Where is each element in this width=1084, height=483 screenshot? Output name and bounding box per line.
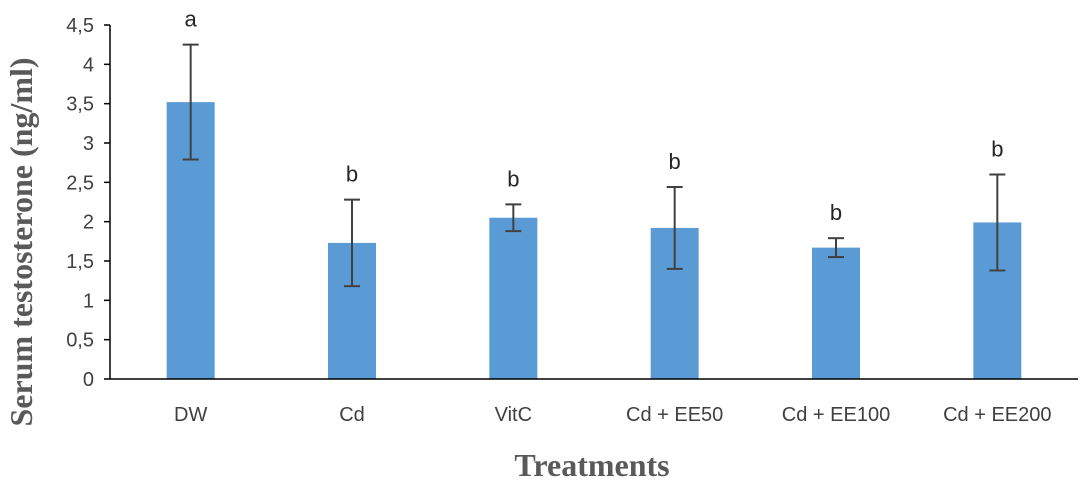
significance-label: b [669, 149, 681, 174]
significance-label: b [830, 200, 842, 225]
x-category-label: Cd + EE50 [626, 404, 723, 426]
bar [812, 247, 860, 379]
y-tick-label: 0,5 [66, 330, 94, 352]
y-tick-label: 1 [83, 290, 94, 312]
x-category-label: Cd + EE200 [943, 404, 1051, 426]
y-tick-label: 4 [83, 54, 94, 76]
significance-label: b [991, 136, 1003, 161]
significance-labels-group: a b b b b b [185, 7, 1004, 226]
x-category-label: VitC [495, 404, 532, 426]
y-tick-label: 2,5 [66, 172, 94, 194]
x-category-label: DW [174, 404, 207, 426]
x-category-label: Cd + EE100 [782, 404, 890, 426]
error-bars-group [182, 43, 1006, 288]
x-axis-title: Treatments [514, 447, 669, 483]
x-category-label: Cd [339, 404, 365, 426]
significance-label: b [346, 162, 358, 187]
y-tick-label: 4,5 [66, 15, 94, 37]
bars-group [166, 102, 1022, 380]
significance-label: a [185, 7, 198, 32]
y-tick-label: 2 [83, 212, 94, 234]
significance-label: b [507, 166, 519, 191]
y-tick-label: 1,5 [66, 251, 94, 273]
x-axis-category-labels: DW Cd VitC Cd + EE50 Cd + EE100 Cd + EE200 [174, 404, 1052, 426]
y-axis-title: Serum testosterone (ng/ml) [3, 57, 39, 426]
bar [489, 217, 538, 379]
y-axis-ticks: 0 0,5 1 1,5 2 2,5 3 3,5 4 4,5 [66, 15, 110, 391]
y-tick-label: 3,5 [66, 94, 94, 116]
y-tick-label: 3 [83, 133, 94, 155]
y-tick-label: 0 [83, 369, 94, 391]
